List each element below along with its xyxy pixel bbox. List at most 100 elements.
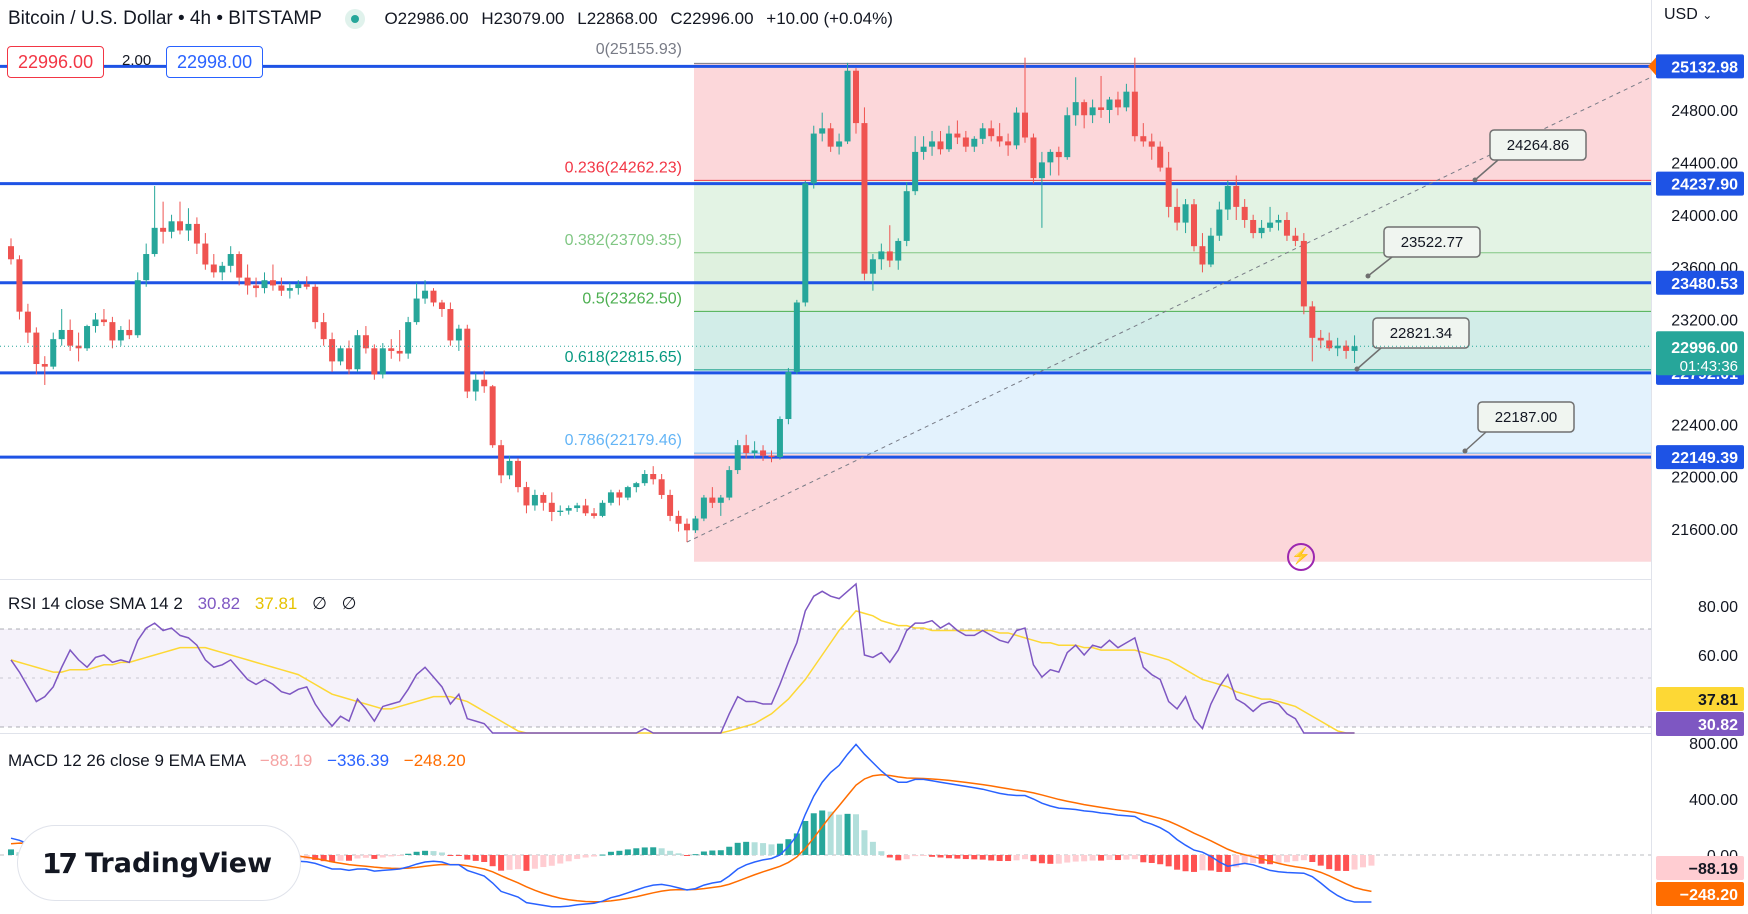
macd-hist-bar [658,848,665,855]
macd-hist-bar [413,851,420,855]
candle-body [869,259,876,274]
macd-hist-bar [743,841,750,855]
last-price-text: 22996.00 [1671,340,1738,357]
fib-zone[interactable] [694,63,1651,181]
symbol-title[interactable]: Bitcoin / U.S. Dollar • 4h • BITSTAMP [8,8,322,29]
fib-zone[interactable] [694,311,1651,370]
axis-tag-bg [1656,270,1744,295]
macd-hist-bar [1207,855,1214,871]
candle-body [244,277,251,286]
axis-tag-text: 37.81 [1698,692,1738,709]
fib-level-label: 0.786(22179.46) [565,432,682,449]
macd-hist-bar [464,855,471,860]
candle-body [1275,219,1282,223]
candle-body [819,128,826,134]
macd-hist-bar [1047,855,1054,864]
macd-hist-bar [1038,855,1045,864]
rsi-extra-2: ∅ [341,594,357,613]
price-tick-label: 22400.00 [1671,417,1738,434]
callout-pointer [1474,159,1499,181]
macd-hist-bar [422,850,429,855]
candle-body [1258,227,1265,234]
candle-body [489,386,496,446]
candle-body [1123,91,1130,108]
lightning-icon[interactable]: ⚡ [1287,543,1315,571]
axis-tag-text: −248.20 [1680,887,1738,904]
candle-body [810,133,817,184]
candle-body [1309,306,1316,338]
price-callouts[interactable]: 24264.86 23522.77 22821.34 22187.00 [1354,129,1587,454]
candle-body [954,133,961,138]
macd-hist-bar [886,855,893,858]
macd-hist-bar [1326,855,1333,870]
fib-level-lines [694,62,1651,454]
macd-hist-bar [836,814,843,855]
price-callout[interactable]: 22821.34 [1354,317,1470,372]
candle-body [1030,137,1037,179]
candle-body [177,221,183,231]
fib-retracement-zones[interactable] [694,63,1651,562]
price-callout[interactable]: 22187.00 [1462,401,1575,454]
candle-body [498,445,505,476]
buy-button[interactable]: 22998.00 [166,46,264,78]
fib-zone[interactable] [694,453,1651,562]
macd-line-value: −336.39 [327,751,390,770]
macd-hist-bar [1199,855,1206,871]
candle-body [1013,112,1020,146]
candle-body [1114,99,1121,108]
candle-body [1072,102,1079,116]
price-tick-label: 24000.00 [1671,208,1738,225]
price-axis-ticks[interactable]: 24800.0024400.0024000.0023600.0023200.00… [1671,103,1738,865]
fib-zone[interactable] [694,180,1651,253]
candle-body [591,513,598,516]
macd-hist-bar [1081,855,1088,862]
macd-hist-bar [650,847,657,855]
market-status-icon[interactable] [345,8,366,29]
candle-body [1081,102,1088,116]
macd-hist-bar [1140,855,1147,863]
candle-body [134,280,141,336]
axis-tag-text: 25132.98 [1671,59,1738,76]
macd-hist-bar [751,842,758,855]
candle-body [168,221,175,232]
macd-hist-bar [920,855,927,856]
candle-body [760,450,767,456]
macd-hist-bar [1267,855,1274,865]
sell-button[interactable]: 22996.00 [7,46,105,78]
macd-hist-bar [346,855,352,861]
logo-text: TradingView [84,847,273,879]
spread-value: 2.00 [122,52,152,69]
candle-body [1250,219,1257,234]
macd-hist-bar [8,849,14,855]
macd-hist-bar [515,855,521,870]
candle-body [1148,141,1155,147]
macd-hist-bar [1283,855,1290,863]
macd-legend[interactable]: MACD 12 26 close 9 EMA EMA −88.19 −336.3… [8,751,466,771]
rsi-legend[interactable]: RSI 14 close SMA 14 2 30.82 37.81 ∅ ∅ [8,594,356,614]
rsi-tick-label: 80.00 [1698,599,1738,616]
candle-body [1140,136,1147,142]
chart-header: Bitcoin / U.S. Dollar • 4h • BITSTAMP O2… [8,8,901,30]
price-callout[interactable]: 24264.86 [1472,129,1587,183]
currency-selector[interactable]: USD ⌄ [1664,6,1712,24]
macd-hist-bar [438,852,445,855]
candle-body [929,141,936,147]
macd-hist-bar [962,855,969,860]
axis-tag-bg [1656,882,1744,906]
price-callout[interactable]: 23522.77 [1365,226,1481,279]
candle-body [912,151,919,192]
macd-hist-bar [599,854,606,856]
candle-body [320,322,327,340]
candle-body [506,460,513,476]
candle-body [1106,99,1113,110]
macd-hist-bar [320,855,327,862]
candle-body [1207,235,1214,265]
macd-hist-bar [396,855,403,856]
tradingview-logo[interactable]: 17 TradingView [18,826,300,900]
candle-body [1224,185,1231,210]
macd-hist-bar [937,855,944,858]
candle-body [633,483,640,488]
callout-box [1489,129,1587,161]
macd-hist-bar [760,843,767,855]
